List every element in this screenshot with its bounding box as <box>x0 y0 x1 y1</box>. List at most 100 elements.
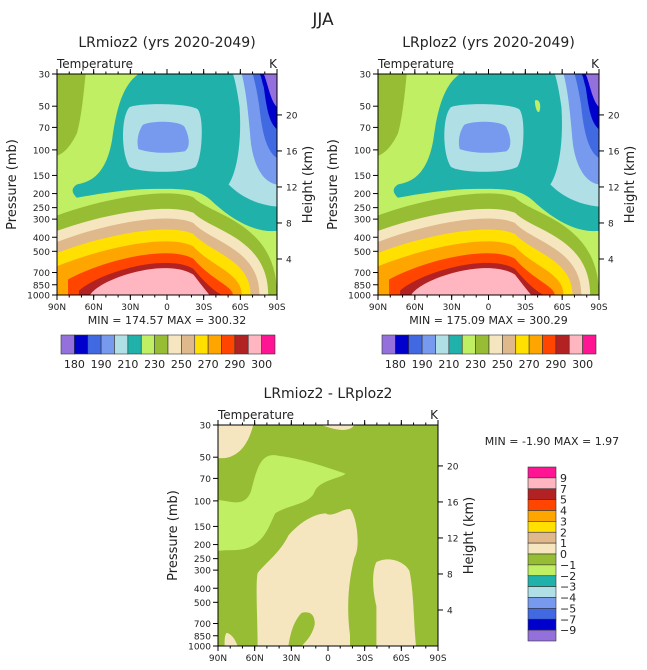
contour-region <box>256 508 358 646</box>
y-tick-label: 30 <box>360 71 372 81</box>
contour-region <box>218 455 346 551</box>
colorbar-swatch <box>207 334 222 355</box>
colorbar-label: −3 <box>560 581 576 594</box>
y-tick-label: 50 <box>360 103 372 113</box>
y-tick-label: 150 <box>194 523 211 533</box>
colorbar-swatch <box>247 334 262 355</box>
colorbar-label: 210 <box>438 358 459 371</box>
colorbar-swatch <box>421 334 436 355</box>
y-tick-label: 30 <box>200 422 212 432</box>
y-tick-label: 200 <box>33 190 50 200</box>
colorbar-swatch <box>461 334 476 355</box>
colorbar-label: −4 <box>560 592 576 605</box>
colorbar-swatch <box>194 334 209 355</box>
colorbar-label: 180 <box>385 358 406 371</box>
y-tick-label: 150 <box>33 172 50 182</box>
y-tick-label: 500 <box>33 248 50 258</box>
colorbar-swatch <box>435 334 450 355</box>
colorbar-swatch <box>234 334 249 355</box>
y-tick-label: 300 <box>33 216 50 226</box>
y-tick-label: 200 <box>194 541 211 551</box>
colorbar-swatch <box>60 334 75 355</box>
colorbar-label: 250 <box>171 358 192 371</box>
colorbar-label: 2 <box>560 526 567 539</box>
y-tick-label: 1000 <box>27 292 50 302</box>
contour-region <box>218 425 254 459</box>
x-tick-label: 90S <box>268 303 285 313</box>
x-tick-label: 30S <box>195 303 212 313</box>
y-axis-label: Pressure (mb) <box>5 139 20 230</box>
colorbar-label: −5 <box>560 602 576 615</box>
colorbar-swatch <box>181 334 196 355</box>
y-tick-label: 150 <box>354 172 371 182</box>
colorbar-swatch <box>408 334 423 355</box>
contour-region <box>585 74 599 108</box>
y-axis-right-label: Height (km) <box>623 146 638 223</box>
y-right-tick-label: 12 <box>447 534 458 544</box>
y-tick-label: 850 <box>33 281 50 291</box>
panel-left-label: Temperature <box>377 57 454 71</box>
x-tick-label: 90S <box>429 654 446 664</box>
y-tick-label: 250 <box>194 555 211 565</box>
contour-fill <box>218 425 438 646</box>
y-right-tick-label: 4 <box>447 606 453 616</box>
y-tick-label: 300 <box>354 216 371 226</box>
contour-region <box>224 632 238 646</box>
y-tick-label: 50 <box>200 454 212 464</box>
y-tick-label: 70 <box>39 124 51 134</box>
colorbar-label: 3 <box>560 515 567 528</box>
y-tick-label: 500 <box>354 248 371 258</box>
x-tick-label: 30N <box>443 303 461 313</box>
x-tick-label: 30S <box>356 654 373 664</box>
y-axis-label: Pressure (mb) <box>166 490 181 581</box>
panel-unit-label: K <box>591 57 600 71</box>
contour-region <box>373 559 416 646</box>
colorbar-label: 0 <box>560 548 567 561</box>
panel-unit-label: K <box>269 57 278 71</box>
colorbar-swatch <box>74 334 89 355</box>
colorbar-label: 1 <box>560 537 567 550</box>
y-tick-label: 850 <box>354 281 371 291</box>
y-tick-label: 850 <box>194 632 211 642</box>
x-tick-label: 30N <box>282 654 300 664</box>
y-tick-label: 400 <box>354 234 371 244</box>
contour-region <box>534 100 541 113</box>
y-axis-label: Pressure (mb) <box>326 139 341 230</box>
y-right-tick-label: 16 <box>286 147 298 157</box>
y-right-tick-label: 12 <box>608 183 619 193</box>
contour-region <box>263 74 277 108</box>
panel-left-label: Temperature <box>56 57 133 71</box>
colorbar-swatch <box>140 334 155 355</box>
min-max-stats: MIN = 175.09 MAX = 300.29 <box>409 314 567 327</box>
contour-region <box>321 425 355 430</box>
colorbar-swatch <box>527 477 557 490</box>
panel-unit-label: K <box>430 408 439 422</box>
contour-region <box>288 612 315 646</box>
colorbar-swatch <box>488 334 503 355</box>
colorbar-swatch <box>448 334 463 355</box>
x-tick-label: 90S <box>590 303 607 313</box>
colorbar-swatch <box>568 334 583 355</box>
colorbar-swatch <box>221 334 236 355</box>
colorbar-label: 230 <box>465 358 486 371</box>
x-tick-label: 0 <box>486 303 492 313</box>
colorbar-label: 7 <box>560 483 567 496</box>
colorbar-swatch <box>127 334 142 355</box>
colorbar-label: −7 <box>560 613 576 626</box>
colorbar-swatch <box>527 586 557 598</box>
colorbar-label: 4 <box>560 505 567 518</box>
colorbar-label: 250 <box>492 358 513 371</box>
colorbar-label: 290 <box>545 358 566 371</box>
min-max-stats: MIN = 174.57 MAX = 300.32 <box>88 314 246 327</box>
y-axis-right-label: Height (km) <box>462 497 477 574</box>
colorbar-swatch <box>527 499 557 511</box>
colorbar-swatch <box>542 334 557 355</box>
y-tick-label: 70 <box>200 475 212 485</box>
x-tick-label: 60N <box>246 654 264 664</box>
contour-region <box>458 121 511 153</box>
colorbar-label: 270 <box>198 358 219 371</box>
x-tick-label: 60N <box>85 303 103 313</box>
colorbar-swatch <box>527 575 557 587</box>
figure-title: JJA <box>311 10 334 30</box>
